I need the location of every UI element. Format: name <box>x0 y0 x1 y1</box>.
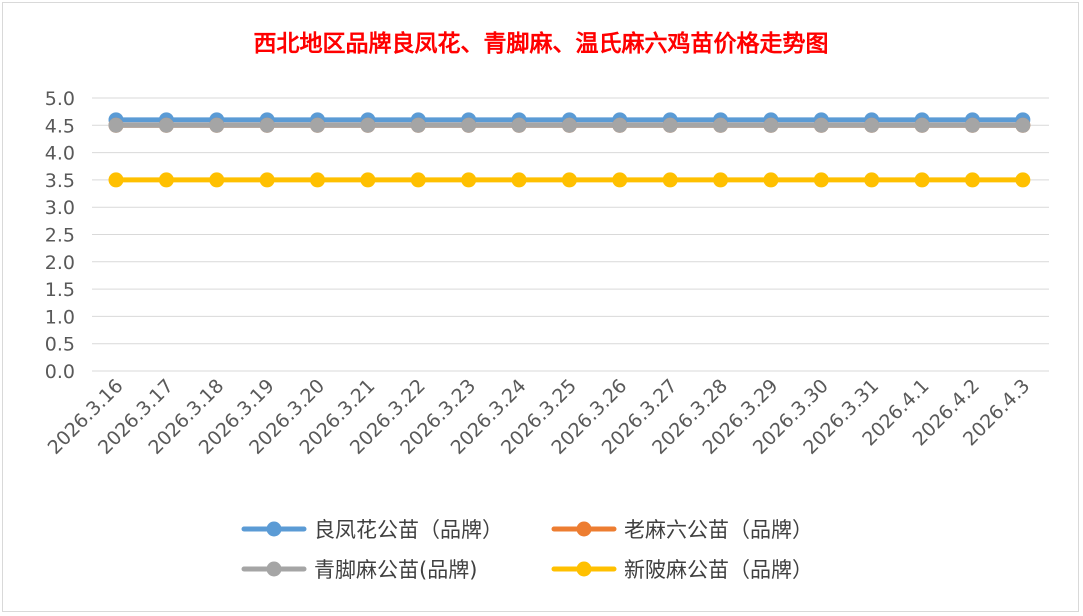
gridlines <box>92 97 1049 372</box>
data-point <box>662 117 678 133</box>
data-point <box>813 117 829 133</box>
series-2 <box>108 117 1031 133</box>
y-tick-label: 3.5 <box>45 170 75 192</box>
y-tick-label: 1.0 <box>45 306 75 328</box>
data-point <box>310 172 326 188</box>
legend-swatch-marker <box>266 521 282 537</box>
y-tick-label: 0.0 <box>45 361 75 383</box>
data-point <box>461 172 477 188</box>
data-point <box>310 117 326 133</box>
data-point <box>259 172 275 188</box>
data-point <box>864 117 880 133</box>
data-point <box>158 117 174 133</box>
data-point <box>108 172 124 188</box>
legend-label: 新陂麻公苗（品牌） <box>624 558 813 582</box>
y-tick-label: 1.5 <box>45 279 75 301</box>
data-point <box>561 117 577 133</box>
series-lines <box>108 112 1031 188</box>
legend-item: 青脚麻公苗(品牌) <box>241 558 477 582</box>
y-tick-label: 3.0 <box>45 197 75 219</box>
data-point <box>612 117 628 133</box>
y-tick-label: 2.5 <box>45 225 75 247</box>
legend-label: 良凤花公苗（品牌） <box>314 518 503 542</box>
legend-item: 新陂麻公苗（品牌） <box>551 558 813 582</box>
data-point <box>713 117 729 133</box>
y-tick-label: 4.5 <box>45 115 75 137</box>
data-point <box>158 172 174 188</box>
data-point <box>813 172 829 188</box>
legend-swatch-marker <box>576 521 592 537</box>
data-point <box>763 172 779 188</box>
data-point <box>914 117 930 133</box>
data-point <box>612 172 628 188</box>
chart-title: 西北地区品牌良凤花、青脚麻、温氏麻六鸡苗价格走势图 <box>254 30 829 57</box>
data-point <box>360 172 376 188</box>
data-point <box>561 172 577 188</box>
data-point <box>1015 117 1031 133</box>
legend-swatch-marker <box>266 561 282 577</box>
data-point <box>259 117 275 133</box>
series-3 <box>108 172 1031 188</box>
legend-swatch-marker <box>576 561 592 577</box>
y-tick-label: 2.0 <box>45 252 75 274</box>
legend-label: 青脚麻公苗(品牌) <box>314 558 477 582</box>
data-point <box>410 172 426 188</box>
data-point <box>713 172 729 188</box>
data-point <box>914 172 930 188</box>
data-point <box>410 117 426 133</box>
x-axis-ticks: 2026.3.162026.3.172026.3.182026.3.192026… <box>44 375 1035 459</box>
data-point <box>763 117 779 133</box>
data-point <box>461 117 477 133</box>
y-tick-label: 4.0 <box>45 143 75 165</box>
legend-item: 良凤花公苗（品牌） <box>241 518 503 542</box>
y-tick-label: 0.5 <box>45 334 75 356</box>
legend-label: 老麻六公苗（品牌） <box>624 518 813 542</box>
data-point <box>964 117 980 133</box>
data-point <box>1015 172 1031 188</box>
legend: 良凤花公苗（品牌） 老麻六公苗（品牌） 青脚麻公苗(品牌) 新陂麻公苗（品牌） <box>241 518 813 582</box>
data-point <box>964 172 980 188</box>
y-axis-ticks: 5.0 4.5 4.0 3.5 3.0 2.5 2.0 1.5 1.0 0.5 0.0 <box>45 88 75 383</box>
data-point <box>360 117 376 133</box>
data-point <box>511 117 527 133</box>
data-point <box>108 117 124 133</box>
data-point <box>511 172 527 188</box>
y-tick-label: 5.0 <box>45 88 75 110</box>
data-point <box>209 117 225 133</box>
data-point <box>209 172 225 188</box>
data-point <box>662 172 678 188</box>
data-point <box>864 172 880 188</box>
legend-item: 老麻六公苗（品牌） <box>551 518 813 542</box>
